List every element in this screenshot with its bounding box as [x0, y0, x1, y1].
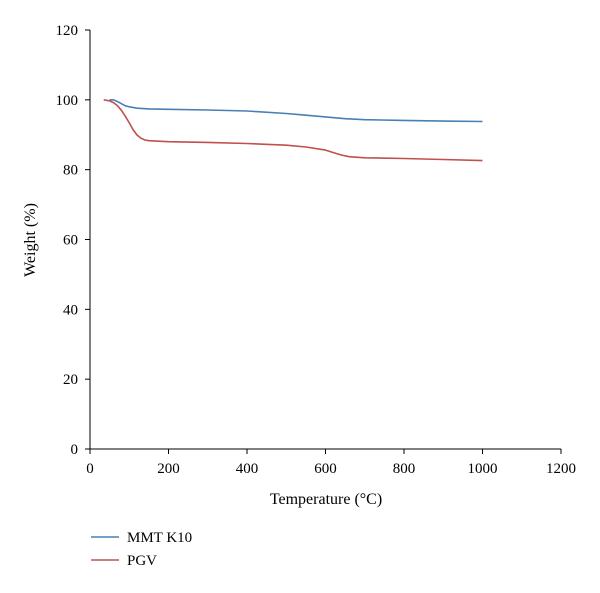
x-tick-label: 0: [86, 461, 94, 477]
series-group: [103, 99, 483, 162]
series-line-mmt-k10: [109, 99, 483, 123]
legend-label-pgv: PGV: [127, 553, 157, 569]
y-axis-title: Weight (%): [22, 203, 39, 277]
y-tick-label: 60: [63, 233, 78, 249]
y-tick-label: 0: [71, 442, 79, 458]
x-tick-label: 800: [393, 461, 416, 477]
legend: MMT K10 PGV: [91, 530, 192, 569]
series-line-pgv: [103, 99, 483, 162]
legend-label-mmt-k10: MMT K10: [127, 530, 192, 546]
x-tick-label: 400: [236, 461, 259, 477]
y-ticks: 0 20 40 60 80 100 120: [56, 23, 90, 458]
axes: 0 20 40 60 80 100 120 0 200 400 600 800 1000 1200: [56, 23, 577, 477]
y-tick-label: 80: [63, 163, 78, 179]
y-tick-label: 40: [63, 302, 78, 318]
x-tick-label: 600: [314, 461, 337, 477]
x-tick-label: 1200: [546, 461, 576, 477]
x-tick-label: 1000: [468, 461, 498, 477]
y-tick-label: 120: [56, 23, 79, 39]
y-tick-label: 20: [63, 372, 78, 388]
x-axis-title: Temperature (°C): [270, 491, 382, 508]
x-ticks: 0 200 400 600 800 1000 1200: [86, 449, 576, 477]
x-tick-label: 200: [157, 461, 180, 477]
y-tick-label: 100: [56, 93, 79, 109]
